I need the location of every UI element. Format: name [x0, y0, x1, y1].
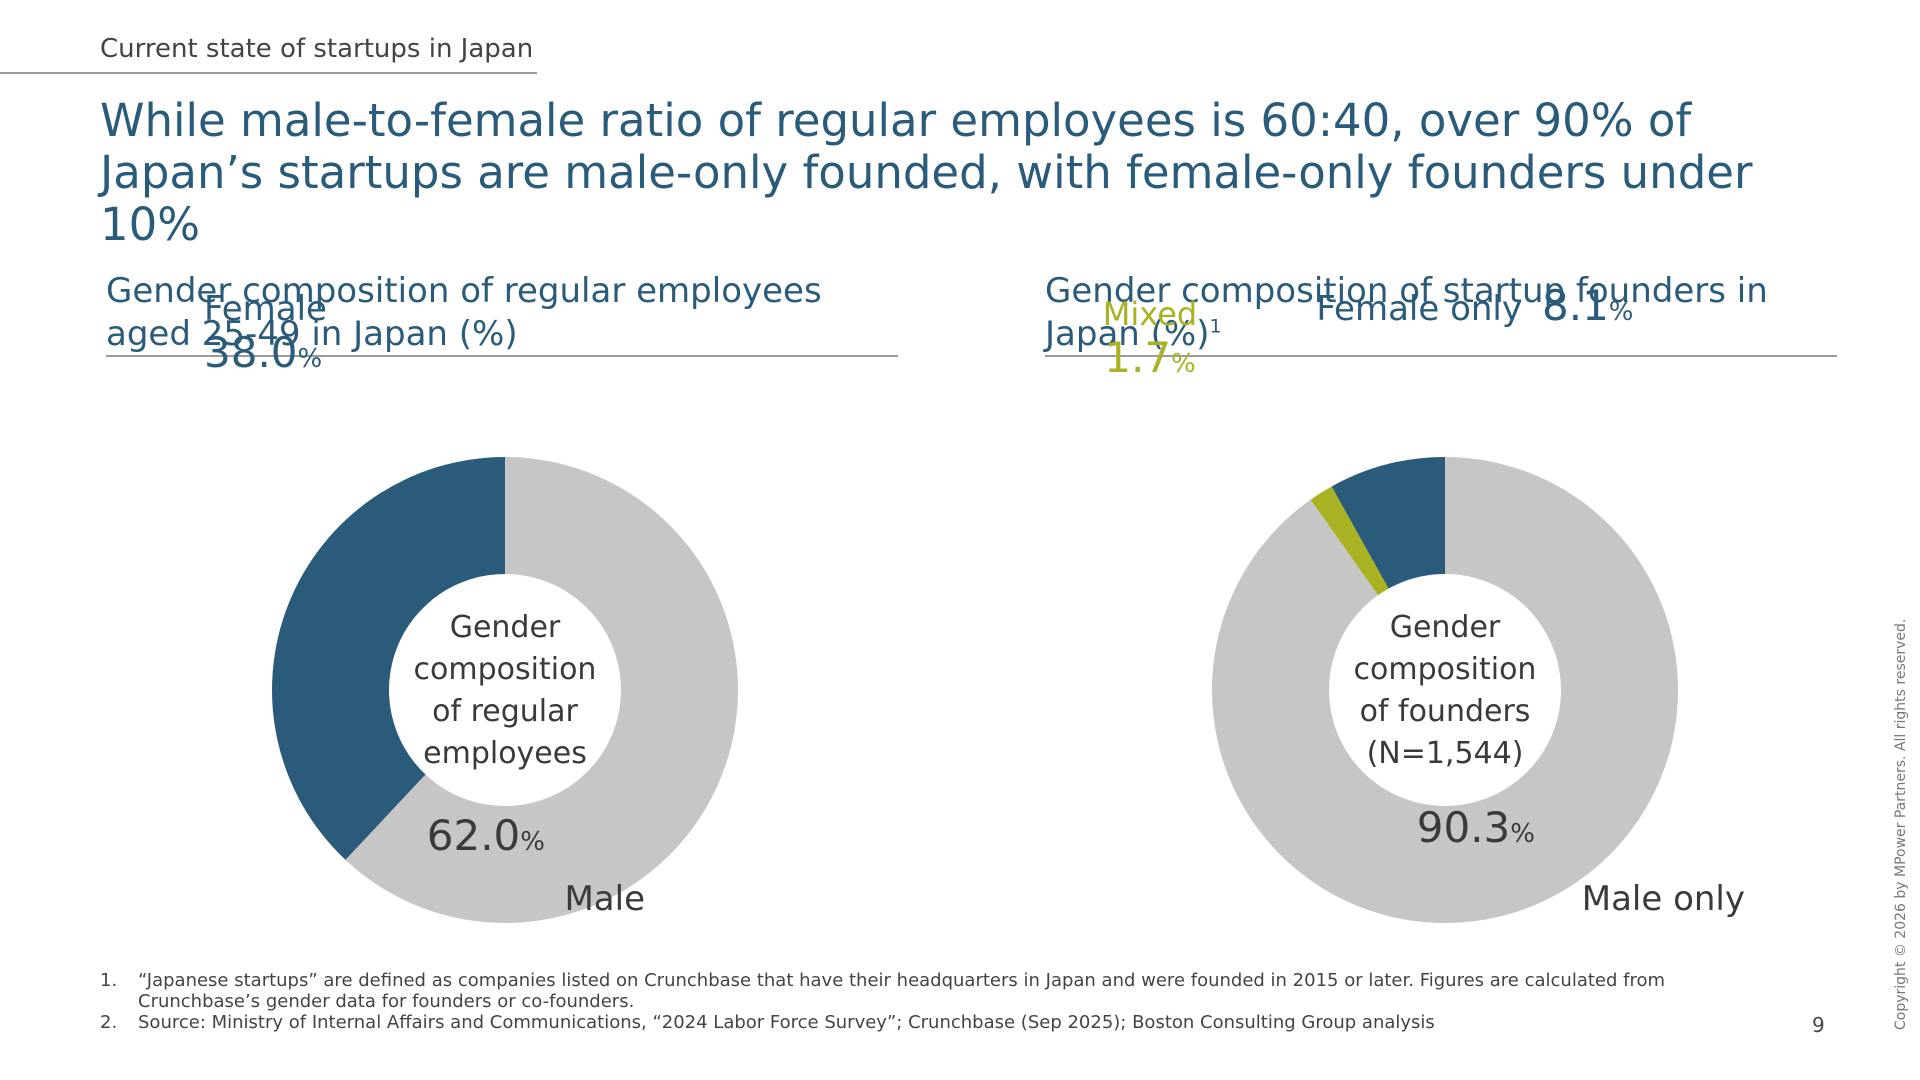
center-label-line: Gender: [450, 610, 561, 645]
center-label-line: of founders: [1360, 694, 1531, 729]
percent-unit: %: [298, 344, 323, 374]
center-label-line: Gender: [1390, 610, 1501, 645]
employees-donut-chart: Gender composition of regular employees Fema…: [204, 289, 738, 923]
footnote-ref: 1: [1209, 315, 1222, 338]
percent-unit: %: [1510, 819, 1535, 849]
slice-male: [345, 457, 738, 923]
slice-name-female-only: Female only: [1316, 289, 1522, 329]
slice-name-mixed: Mixed: [1103, 295, 1197, 333]
center-label-line: of regular: [432, 694, 578, 729]
right-chart-title: Gender composition of startup founders i…: [1045, 270, 1835, 356]
slice-female-only: [1331, 457, 1445, 589]
footnote-number: 1.: [100, 970, 118, 991]
right-chart-title-text: Gender composition of startup founders i…: [1045, 271, 1768, 354]
percent-unit: %: [1609, 297, 1634, 327]
page-title: While male-to-female ratio of regular em…: [100, 94, 1753, 251]
slice-name-female: Female: [204, 289, 327, 329]
left-chart-title-text: Gender composition of regular employees …: [106, 271, 822, 354]
left-chart-title: Gender composition of regular employees …: [106, 270, 906, 356]
page-number: 9: [1812, 1013, 1825, 1037]
slice-name-male: Male: [564, 879, 645, 919]
right-chart-divider: [1045, 355, 1837, 357]
percent-unit: %: [1171, 349, 1196, 379]
footnote-text: “Japanese startups” are defined as compa…: [138, 970, 1666, 1012]
founders-donut-chart: Gender composition of founders (N=1,544) Fem…: [1103, 281, 1745, 923]
center-label-line: composition: [1354, 652, 1537, 687]
section-divider: [0, 72, 537, 74]
left-chart-divider: [106, 355, 898, 357]
footnote-text: Source: Ministry of Internal Affairs and…: [138, 1012, 1435, 1033]
footnote-1: 1. “Japanese startups” are defined as co…: [100, 970, 1738, 1012]
copyright-notice: Copyright © 2026 by MPower Partners. All…: [1893, 618, 1909, 1030]
slice-name-male-only: Male only: [1582, 879, 1745, 919]
center-label-line: employees: [423, 736, 587, 771]
slice-female: [271, 457, 505, 860]
footnote-number: 2.: [100, 1012, 118, 1033]
footnotes: 1. “Japanese startups” are defined as co…: [100, 970, 1738, 1033]
slice-mixed: [1310, 486, 1389, 596]
center-label-line: composition: [414, 652, 597, 687]
footnote-2: 2. Source: Ministry of Internal Affairs …: [100, 1012, 1738, 1033]
percent-unit: %: [520, 827, 545, 857]
section-tag: Current state of startups in Japan: [100, 34, 534, 64]
slice-male-only: [1212, 457, 1678, 923]
center-label-line: (N=1,544): [1367, 736, 1524, 771]
